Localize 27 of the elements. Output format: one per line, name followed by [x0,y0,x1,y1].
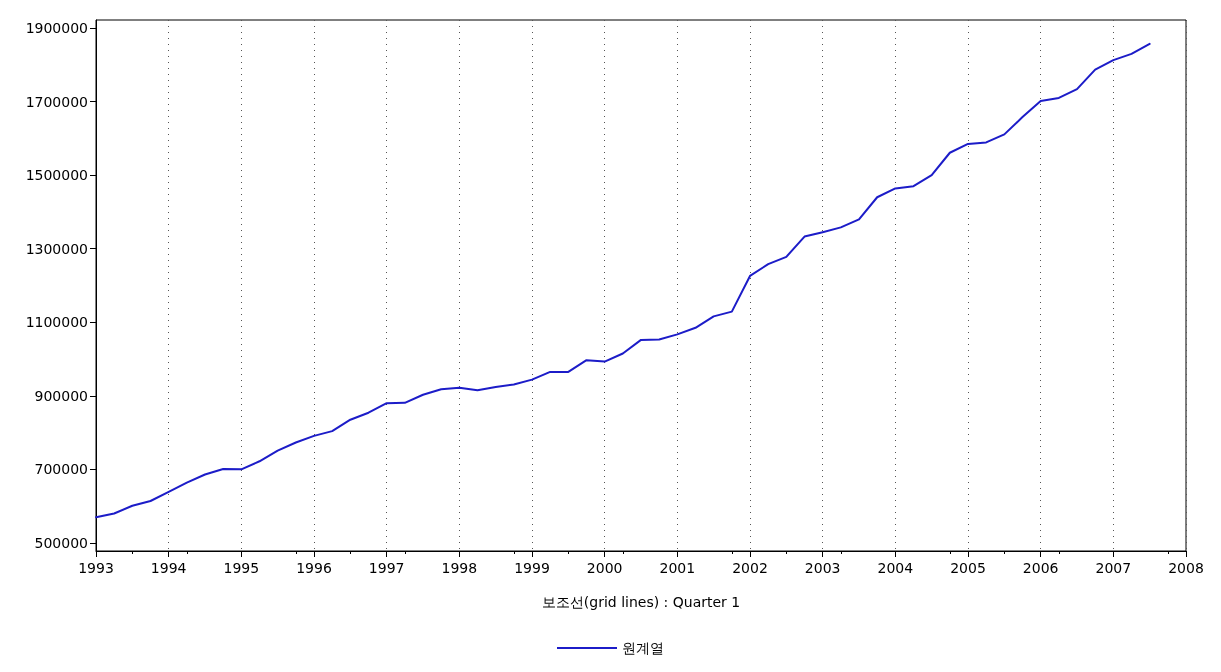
y-tick-label: 700000 [34,461,88,478]
x-tick-label: 1997 [368,560,405,576]
x-tick-label: 1998 [441,560,478,576]
y-tick-label: 1500000 [25,167,88,184]
x-tick-label: 1993 [78,560,114,576]
x-tick-label: 2001 [659,560,696,576]
y-tick-label: 1700000 [25,93,88,110]
x-tick-label: 1999 [514,560,550,576]
y-tick-label: 1300000 [25,240,88,257]
x-tick-label: 2005 [950,560,986,576]
x-axis-title: 보조선(grid lines) : Quarter 1 [541,594,741,610]
x-tick-label: 1995 [223,560,260,576]
x-tick-label: 2002 [732,560,768,576]
x-tick-label: 1996 [296,560,332,576]
x-tick-label: 2004 [877,560,914,576]
x-tick-label: 1994 [150,560,187,576]
x-tick-label: 2003 [804,560,841,576]
line-series [95,42,1151,519]
x-tick-label: 2006 [1022,560,1059,576]
y-tick-label: 1900000 [25,20,88,37]
x-tick-label: 2008 [1168,560,1204,576]
legend-label: 원계열 [622,640,664,656]
x-tick-label: 2000 [586,560,623,576]
y-tick-label: 1100000 [25,314,88,331]
y-tick-label: 500000 [34,534,88,551]
y-tick-label: 900000 [34,387,88,404]
x-tick-label: 2007 [1095,560,1132,576]
